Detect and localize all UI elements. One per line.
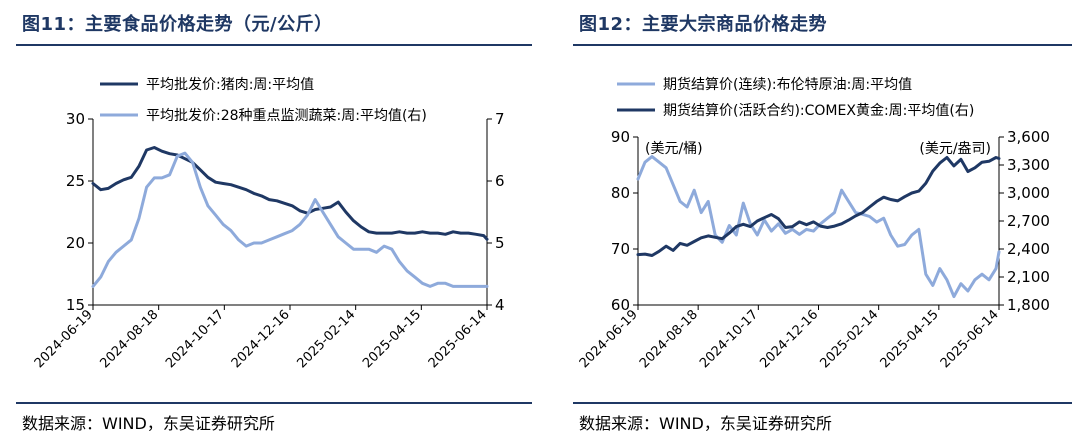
legend-label: 期货结算价(活跃合约):COMEX黄金:周:平均值(右) — [663, 102, 974, 119]
source-divider — [573, 402, 1072, 404]
commodity-price-chart: 60 70 80 90 1,800 2,100 2,400 2,700 3,000 3,300 3,… — [577, 76, 1050, 371]
x-tick-label: 2025-04-15 — [878, 307, 942, 371]
right-y-tick-label: 2,400 — [1007, 240, 1050, 258]
series-line-1 — [91, 146, 489, 241]
food-price-chart: 15 20 25 30 4 5 6 7 2024-06-19 2024-08-18 2024-10-… — [32, 77, 505, 371]
left-y-tick-label: 90 — [611, 128, 630, 146]
left-unit-label: (美元/桶) — [645, 141, 703, 157]
left-y-tick-label: 25 — [66, 172, 85, 190]
x-tick-label: 2025-04-15 — [360, 307, 424, 371]
x-tick-label: 2024-08-18 — [637, 307, 701, 371]
right-y-tick-label: 5 — [495, 234, 505, 252]
right-y-tick-label: 2,100 — [1007, 268, 1050, 286]
legend-label: 平均批发价:猪肉:周:平均值 — [146, 77, 314, 93]
legend-label: 期货结算价(连续):布伦特原油:周:平均值 — [663, 76, 912, 93]
x-tick-label: 2025-02-14 — [817, 307, 881, 371]
right-unit-label: (美元/盎司) — [919, 141, 991, 157]
left-y-tick-label: 15 — [66, 296, 85, 314]
x-tick-label: 2024-12-16 — [757, 307, 821, 371]
left-y-tick-label: 60 — [611, 296, 630, 314]
right-y-tick-label: 7 — [495, 110, 505, 128]
x-tick-label: 2024-10-17 — [163, 307, 227, 371]
x-tick-label: 2025-02-14 — [294, 307, 358, 371]
x-tick-label: 2024-08-18 — [97, 307, 161, 371]
title-divider — [16, 44, 532, 46]
left-y-tick-label: 70 — [611, 240, 630, 258]
x-tick-label: 2025-06-14 — [938, 307, 1002, 371]
right-y-tick-label: 4 — [495, 296, 505, 314]
title-divider — [573, 44, 1072, 46]
chart-title: 图11：主要食品价格走势（元/公斤） — [22, 14, 333, 35]
x-tick-label: 2024-10-17 — [697, 307, 761, 371]
left-y-tick-label: 20 — [66, 234, 85, 252]
x-tick-label: 2024-12-16 — [229, 307, 293, 371]
source-note: 数据来源：WIND，东吴证券研究所 — [22, 414, 275, 433]
chart-panel-food: 图11：主要食品价格走势（元/公斤） 15 20 25 30 4 5 6 7 2024-06-1… — [16, 14, 532, 433]
right-y-tick-label: 6 — [495, 172, 505, 190]
right-y-tick-label: 2,700 — [1007, 212, 1050, 230]
chart-title: 图12：主要大宗商品价格走势 — [579, 14, 828, 35]
right-y-tick-label: 3,600 — [1007, 128, 1050, 146]
source-note: 数据来源：WIND，东吴证券研究所 — [579, 414, 832, 433]
left-y-tick-label: 80 — [611, 184, 630, 202]
chart-panel-commodity: 图12：主要大宗商品价格走势 60 70 80 90 1,800 2,100 2,400 2,… — [557, 0, 1080, 436]
right-y-tick-label: 3,000 — [1007, 184, 1050, 202]
source-divider — [16, 402, 532, 404]
x-tick-label: 2025-06-14 — [426, 307, 490, 371]
x-tick-label: 2024-06-19 — [577, 307, 641, 371]
left-y-tick-label: 30 — [66, 110, 85, 128]
x-tick-label: 2024-06-19 — [32, 307, 96, 371]
series-line-2 — [91, 151, 489, 288]
legend-label: 平均批发价:28种重点监测蔬菜:周:平均值(右) — [146, 108, 427, 124]
series-line-1 — [636, 155, 1001, 299]
series-line-2 — [636, 156, 1001, 257]
right-y-tick-label: 1,800 — [1007, 296, 1050, 314]
right-y-tick-label: 3,300 — [1007, 156, 1050, 174]
